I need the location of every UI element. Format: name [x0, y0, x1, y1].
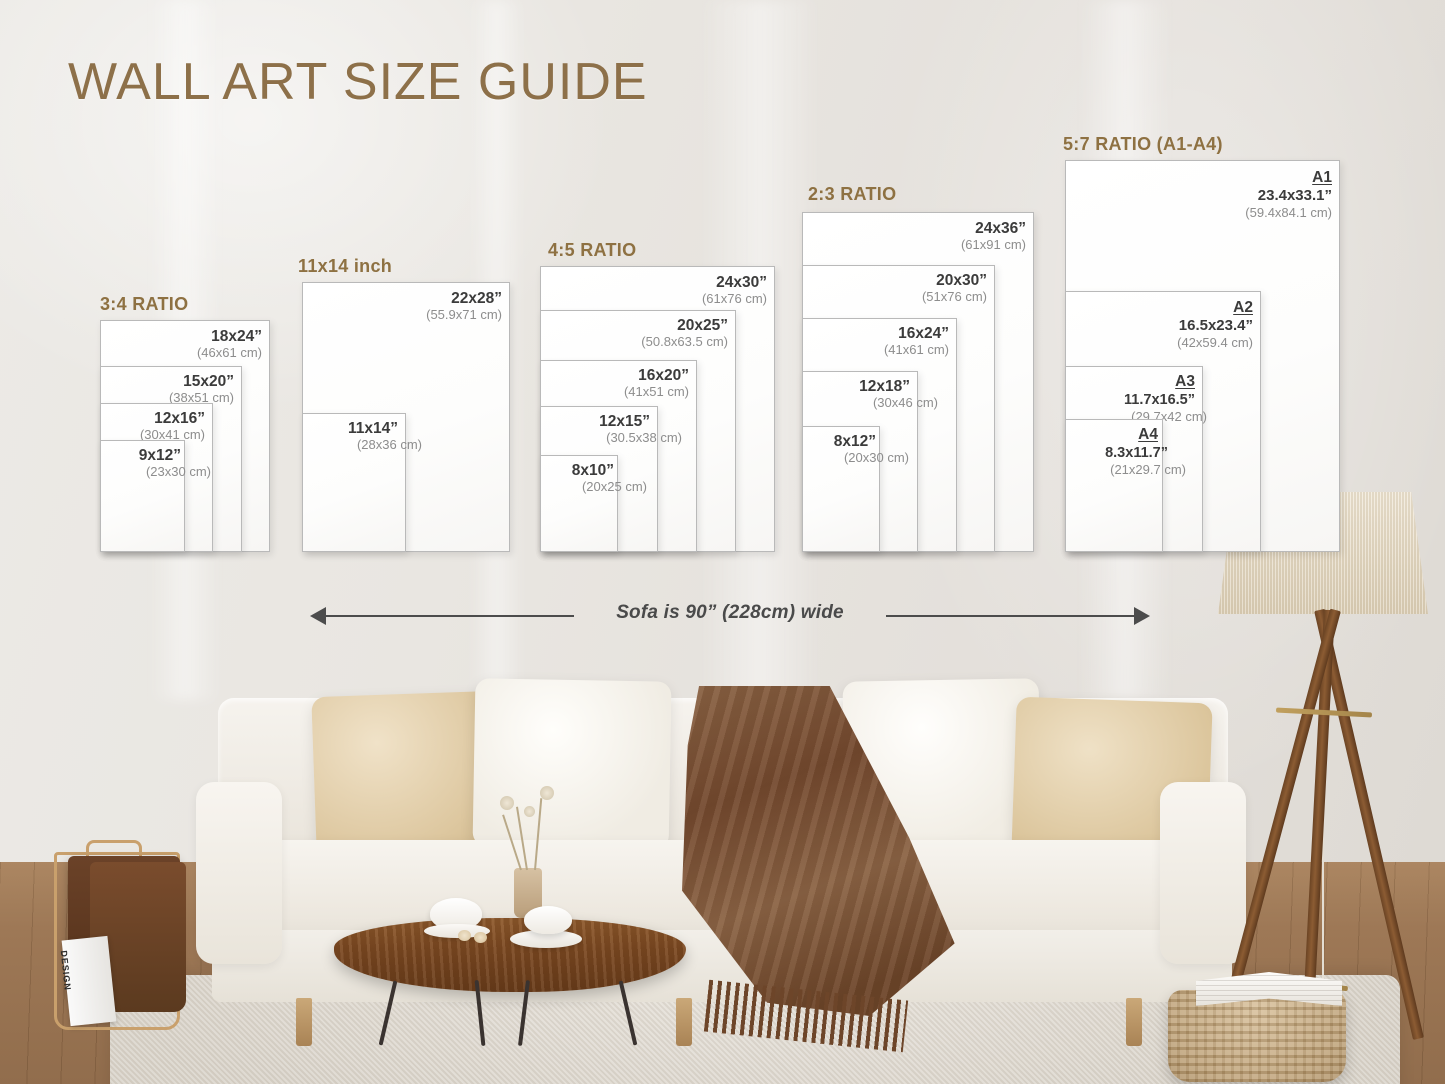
frame-label-16x24: 16x24” (41x61 cm)	[883, 325, 949, 358]
frame-label-8x12: 8x12” (20x30 cm)	[833, 433, 909, 466]
frame-label-15x20: 15x20” (38x51 cm)	[168, 373, 234, 406]
arrow-line-right	[886, 615, 1136, 617]
frame-label-9x12: 9x12” (23x30 cm)	[138, 447, 211, 480]
page-title: WALL ART SIZE GUIDE	[68, 53, 648, 111]
frame-label-a1: A1 23.4x33.1” (59.4x84.1 cm)	[1245, 169, 1332, 221]
frame-label-16x20: 16x20” (41x51 cm)	[623, 367, 689, 400]
rack-handle	[86, 840, 142, 862]
frame-label-24x30: 24x30” (61x76 cm)	[701, 274, 767, 307]
wood-grain	[334, 918, 686, 992]
saucer	[510, 930, 582, 948]
dried-flower-puff	[500, 796, 514, 810]
frame-8x10[interactable]: 8x10” (20x25 cm)	[540, 455, 647, 552]
frame-9x12[interactable]: 9x12” (23x30 cm)	[100, 440, 211, 552]
frame-label-22x28: 22x28” (55.9x71 cm)	[426, 290, 502, 323]
sofa-leg	[296, 998, 312, 1046]
frame-a4[interactable]: A4 8.3x11.7” (21x29.7 cm)	[1065, 419, 1186, 552]
magazine-rack: DESIGN	[48, 840, 208, 1060]
frame-label-a2: A2 16.5x23.4” (42x59.4 cm)	[1177, 299, 1253, 351]
dried-flower-puff	[540, 786, 554, 800]
frame-label-8x10: 8x10” (20x25 cm)	[571, 462, 647, 495]
frame-label-12x16: 12x16” (30x41 cm)	[139, 410, 205, 443]
sofa-leg	[1126, 998, 1142, 1046]
frame-8x12[interactable]: 8x12” (20x30 cm)	[802, 426, 909, 552]
group-label-ratio-4-5[interactable]: 4:5 RATIO	[548, 240, 637, 260]
frame-label-12x15: 12x15” (30.5x38 cm)	[599, 413, 682, 446]
frame-label-20x30: 20x30” (51x76 cm)	[921, 272, 987, 305]
frame-label-11x14: 11x14” (28x36 cm)	[348, 420, 422, 453]
frame-label-a4: A4 8.3x11.7” (21x29.7 cm)	[1105, 426, 1186, 477]
live-edge-tabletop	[334, 918, 686, 992]
dried-flower-puff	[524, 806, 535, 817]
frame-label-20x25: 20x25” (50.8x63.5 cm)	[641, 317, 728, 350]
sofa-width-annotation: Sofa is 90” (228cm) wide	[310, 598, 1150, 634]
sofa-arm-right	[1160, 782, 1246, 964]
group-label-ratio-2-3[interactable]: 2:3 RATIO	[808, 184, 897, 204]
group-label-ratio-3-4[interactable]: 3:4 RATIO	[100, 294, 189, 314]
sofa-leg	[676, 998, 692, 1046]
arrow-left-icon	[310, 607, 326, 625]
coffee-cup	[524, 906, 572, 934]
frame-label-a3: A3 11.7x16.5” (29.7x42 cm)	[1124, 373, 1207, 424]
group-label-ratio-5-7[interactable]: 5:7 RATIO (A1-A4)	[1063, 134, 1223, 154]
frame-label-18x24: 18x24” (46x61 cm)	[196, 328, 262, 361]
frame-label-12x18: 12x18” (30x46 cm)	[859, 378, 938, 411]
sofa-arm-left	[196, 782, 282, 964]
saucer	[424, 924, 490, 938]
frame-label-24x36: 24x36” (61x91 cm)	[960, 220, 1026, 253]
macaron	[458, 930, 471, 941]
sofa	[196, 672, 1246, 1062]
frame-11x14[interactable]: 11x14” (28x36 cm)	[302, 413, 422, 552]
sofa-width-label: Sofa is 90” (228cm) wide	[616, 602, 844, 623]
group-label-inch-11-14[interactable]: 11x14 inch	[298, 256, 393, 276]
arrow-line-left	[324, 615, 574, 617]
macaron	[474, 932, 487, 943]
arrow-right-icon	[1134, 607, 1150, 625]
coffee-table	[334, 918, 686, 1048]
woven-pouf	[1168, 990, 1346, 1082]
